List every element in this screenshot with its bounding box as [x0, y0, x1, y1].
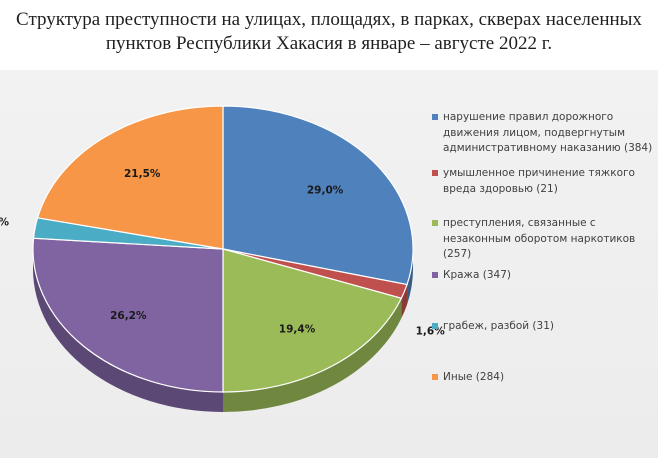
chart-title: Структура преступности на улицах, площад…	[0, 8, 658, 56]
legend-item-theft[interactable]: Кража (347)	[432, 268, 654, 284]
data-label-robbery: 2,3%	[0, 216, 10, 228]
legend-item-robbery[interactable]: грабеж, разбой (31)	[432, 319, 654, 335]
legend-label-other: Иные (284)	[443, 371, 505, 383]
pie-side-grievous-harm	[401, 284, 408, 319]
data-label-drugs: 19,4%	[279, 324, 316, 336]
pie-side-theft	[33, 249, 223, 412]
pie-slice-other[interactable]	[36, 105, 224, 250]
data-label-theft: 26,2%	[110, 310, 147, 322]
legend-label-grievous-harm: умышленное причинение тяжкого вреда здор…	[443, 167, 635, 195]
legend-swatch-robbery	[432, 323, 438, 329]
pie-slice-drugs[interactable]	[222, 248, 403, 393]
legend-swatch-theft	[432, 272, 438, 278]
data-label-other: 21,5%	[124, 168, 161, 180]
pie-chart: 29,0%1,6%19,4%26,2%2,3%21,5%	[0, 105, 445, 412]
pie-depth	[33, 249, 413, 412]
pie-slice-traffic[interactable]	[222, 105, 414, 286]
data-label-traffic: 29,0%	[307, 184, 344, 196]
chart-title-line-2: пунктов Республики Хакасия в январе – ав…	[105, 33, 553, 54]
legend-item-drugs[interactable]: преступления, связанные с незаконным обо…	[432, 216, 654, 263]
chart-title-line-1: Структура преступности на улицах, площад…	[16, 9, 642, 30]
legend-item-traffic[interactable]: нарушение правил дорожного движения лицо…	[432, 110, 654, 157]
legend-label-traffic: нарушение правил дорожного движения лицо…	[443, 111, 653, 154]
legend-label-robbery: грабеж, разбой (31)	[443, 320, 554, 332]
legend-swatch-traffic	[432, 114, 438, 120]
legend-label-drugs: преступления, связанные с незаконным обо…	[443, 217, 636, 260]
legend-item-grievous-harm[interactable]: умышленное причинение тяжкого вреда здор…	[432, 166, 654, 197]
legend-swatch-grievous-harm	[432, 170, 438, 176]
legend-swatch-other	[432, 374, 438, 380]
legend-swatch-drugs	[432, 220, 438, 226]
pie-slice-theft[interactable]	[32, 237, 224, 393]
pie-side-drugs	[223, 298, 402, 412]
pie-top	[32, 105, 414, 393]
legend-label-theft: Кража (347)	[443, 269, 512, 281]
legend-item-other[interactable]: Иные (284)	[432, 370, 654, 386]
pie-side-traffic	[407, 249, 413, 305]
